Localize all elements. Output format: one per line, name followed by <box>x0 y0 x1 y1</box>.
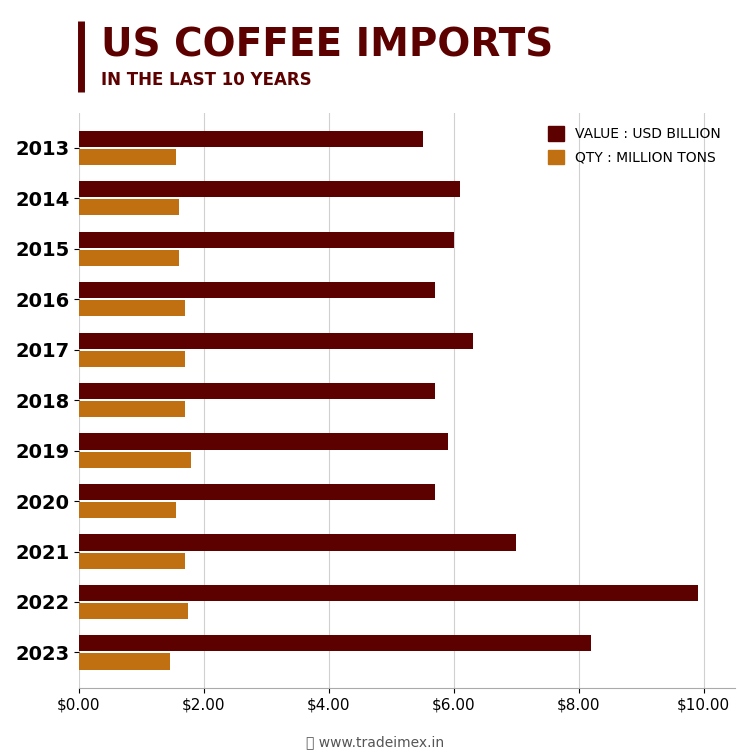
Bar <box>79 332 472 349</box>
Bar <box>79 502 176 518</box>
Bar <box>79 351 185 367</box>
Bar <box>79 200 179 215</box>
Bar <box>79 433 448 449</box>
Bar <box>79 553 185 568</box>
Bar <box>79 635 591 652</box>
Bar <box>79 232 454 248</box>
Bar <box>79 653 170 670</box>
Text: US COFFEE IMPORTS: US COFFEE IMPORTS <box>101 26 554 64</box>
Bar <box>79 148 176 165</box>
Bar <box>79 603 188 619</box>
Bar <box>79 300 185 316</box>
Text: IN THE LAST 10 YEARS: IN THE LAST 10 YEARS <box>101 71 312 89</box>
Bar <box>79 182 460 197</box>
Bar <box>79 383 435 399</box>
Bar <box>79 585 698 601</box>
Bar <box>79 250 179 266</box>
Legend: VALUE : USD BILLION, QTY : MILLION TONS: VALUE : USD BILLION, QTY : MILLION TONS <box>541 119 728 171</box>
Bar <box>79 282 435 298</box>
Bar <box>79 130 422 147</box>
Bar <box>79 484 435 500</box>
Bar <box>79 401 185 417</box>
Bar <box>79 452 191 468</box>
Text: ⌖ www.tradeimex.in: ⌖ www.tradeimex.in <box>306 735 444 749</box>
Bar <box>79 534 516 550</box>
